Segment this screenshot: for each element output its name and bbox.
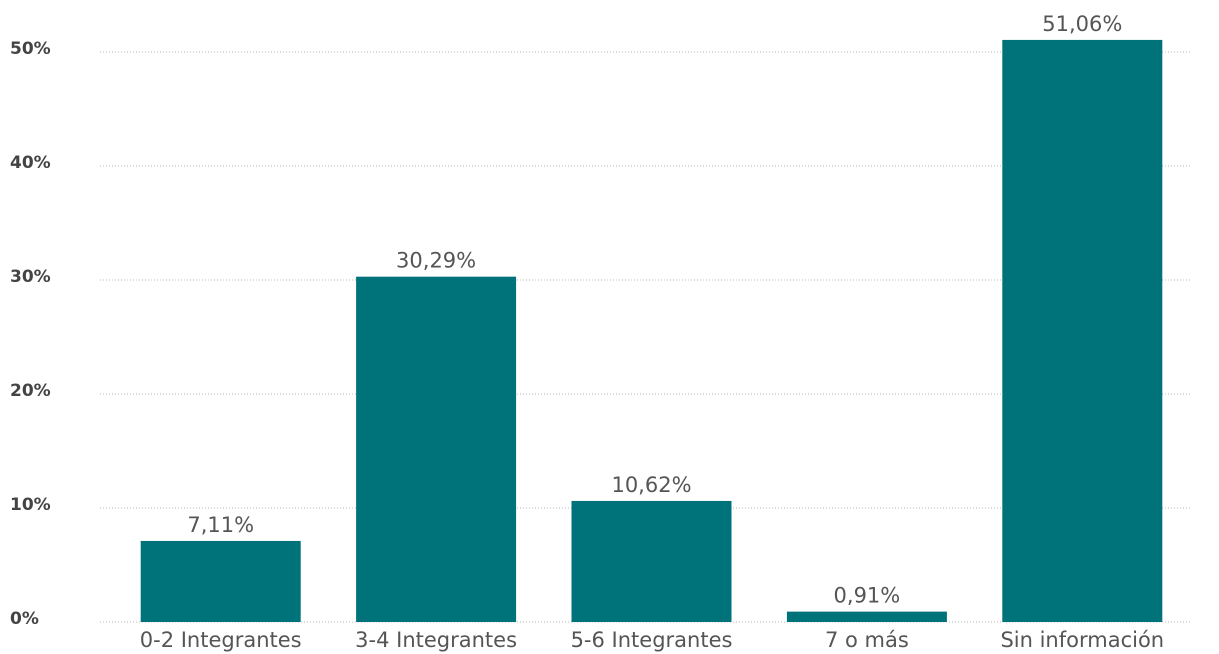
y-tick-label: 50%: [10, 39, 51, 59]
y-tick-label: 0%: [10, 609, 39, 629]
y-tick-label: 10%: [10, 495, 51, 515]
value-label: 0,91%: [834, 584, 901, 608]
bar: [356, 276, 517, 622]
x-tick-label: 0-2 Integrantes: [140, 628, 302, 652]
y-tick-label: 40%: [10, 153, 51, 173]
x-tick-label: 3-4 Integrantes: [355, 628, 517, 652]
x-tick-label: 5-6 Integrantes: [571, 628, 733, 652]
bar: [140, 540, 301, 622]
x-tick-label: Sin información: [1000, 628, 1164, 652]
y-tick-label: 20%: [10, 381, 51, 401]
value-label: 10,62%: [611, 473, 691, 497]
y-tick-label: 30%: [10, 267, 51, 287]
value-label: 30,29%: [396, 249, 476, 273]
value-label: 51,06%: [1042, 12, 1122, 36]
value-label: 7,11%: [187, 513, 254, 537]
bar: [1002, 39, 1163, 622]
x-tick-label: 7 o más: [825, 628, 909, 652]
bar: [786, 611, 947, 622]
bar: [571, 500, 732, 622]
